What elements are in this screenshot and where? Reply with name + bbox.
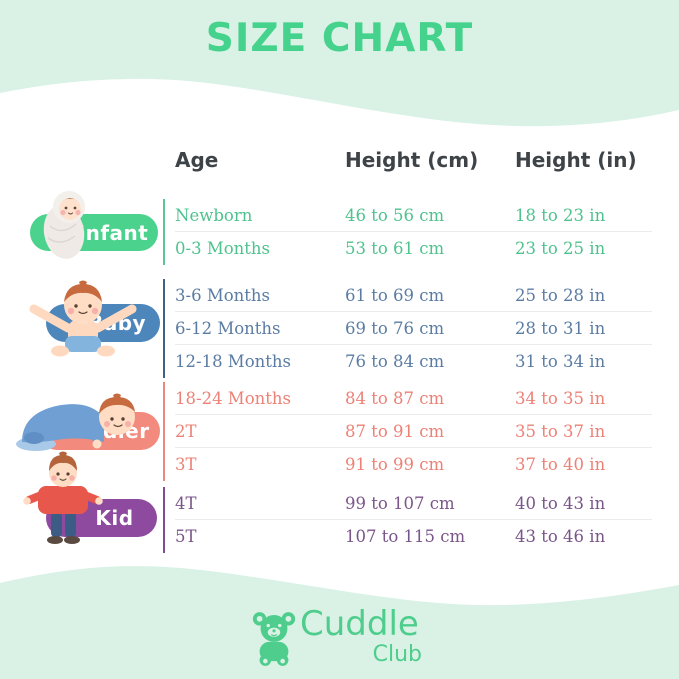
brand-wordmark: Cuddle Club (300, 606, 422, 666)
age-cell: 6-12 Months (175, 318, 281, 338)
row-group-kid: 4T 99 to 107 cm 40 to 43 in 5T 107 to 11… (163, 487, 652, 553)
age-cell: 3-6 Months (175, 285, 270, 305)
height-in-cell: 35 to 37 in (515, 421, 606, 441)
height-in-cell: 34 to 35 in (515, 388, 606, 408)
swaddled-infant-icon (43, 191, 85, 259)
height-cm-cell: 46 to 56 cm (345, 205, 445, 225)
crawling-toddler-icon (16, 393, 135, 451)
row-group-toddler: 18-24 Months 84 to 87 cm 34 to 35 in 2T … (163, 382, 652, 481)
crawling-toddler-illustration (10, 386, 148, 454)
table-row: 2T 87 to 91 cm 35 to 37 in (175, 415, 652, 448)
table-row: 3-6 Months 61 to 69 cm 25 to 28 in (175, 279, 652, 312)
age-cell: 4T (175, 493, 197, 513)
age-cell: 18-24 Months (175, 388, 291, 408)
height-in-cell: 31 to 34 in (515, 352, 606, 371)
kid-label-pill: Kid (46, 499, 157, 537)
sitting-baby-icon (29, 280, 137, 357)
teddy-bear-icon (252, 612, 296, 666)
height-cm-cell: 91 to 99 cm (345, 455, 445, 474)
swaddled-infant-illustration (28, 184, 108, 262)
top-wave-band (0, 0, 679, 140)
height-cm-cell: 61 to 69 cm (345, 285, 445, 305)
bottom-wave-band (0, 559, 679, 679)
height-cm-cell: 107 to 115 cm (345, 527, 466, 546)
height-cm-cell: 69 to 76 cm (345, 318, 445, 338)
standing-kid-icon (23, 451, 103, 544)
standing-kid-illustration (18, 450, 108, 548)
height-cm-cell: 99 to 107 cm (345, 493, 455, 513)
table-row: 4T 99 to 107 cm 40 to 43 in (175, 487, 652, 520)
column-header-age: Age (175, 148, 219, 172)
height-cm-cell: 84 to 87 cm (345, 388, 445, 408)
height-in-cell: 28 to 31 in (515, 318, 606, 338)
table-row: 0-3 Months 53 to 61 cm 23 to 25 in (175, 232, 652, 265)
brand-name-line1: Cuddle (300, 604, 419, 644)
height-cm-cell: 76 to 84 cm (345, 352, 445, 371)
table-row: Newborn 46 to 56 cm 18 to 23 in (175, 199, 652, 232)
sitting-baby-illustration (16, 280, 150, 360)
height-cm-cell: 87 to 91 cm (345, 421, 445, 441)
age-cell: 2T (175, 421, 197, 441)
height-cm-cell: 53 to 61 cm (345, 239, 445, 258)
table-row: 12-18 Months 76 to 84 cm 31 to 34 in (175, 345, 652, 378)
table-row: 18-24 Months 84 to 87 cm 34 to 35 in (175, 382, 652, 415)
age-cell: 5T (175, 527, 197, 546)
table-row: 3T 91 to 99 cm 37 to 40 in (175, 448, 652, 481)
height-in-cell: 37 to 40 in (515, 455, 606, 474)
top-wave-shape (0, 0, 679, 127)
age-cell: Newborn (175, 205, 253, 225)
column-header-height-in: Height (in) (515, 148, 637, 172)
page-title: SIZE CHART (205, 16, 474, 61)
brand-logo (250, 610, 298, 668)
height-in-cell: 43 to 46 in (515, 527, 606, 546)
height-in-cell: 23 to 25 in (515, 239, 606, 258)
table-row: 6-12 Months 69 to 76 cm 28 to 31 in (175, 312, 652, 345)
table-header: Age Height (cm) Height (in) (165, 148, 652, 172)
table-row: 5T 107 to 115 cm 43 to 46 in (175, 520, 652, 553)
height-in-cell: 40 to 43 in (515, 493, 606, 513)
row-group-baby: 3-6 Months 61 to 69 cm 25 to 28 in 6-12 … (163, 279, 652, 378)
age-cell: 0-3 Months (175, 239, 270, 258)
height-in-cell: 18 to 23 in (515, 205, 606, 225)
age-cell: 3T (175, 455, 197, 474)
row-group-infant: Newborn 46 to 56 cm 18 to 23 in 0-3 Mont… (163, 199, 652, 265)
kid-label: Kid (95, 506, 134, 530)
infant-label: Infant (77, 220, 149, 245)
column-header-height-cm: Height (cm) (345, 148, 479, 172)
brand-name-line2: Club (372, 642, 422, 667)
height-in-cell: 25 to 28 in (515, 285, 606, 305)
bottom-wave-shape (0, 566, 679, 679)
age-cell: 12-18 Months (175, 352, 291, 371)
